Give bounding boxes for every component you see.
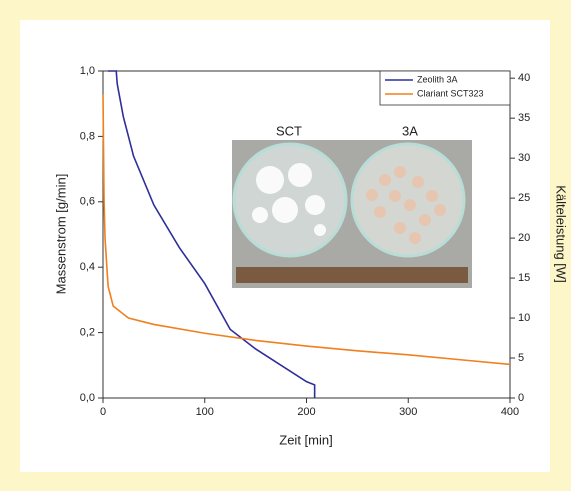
y2-tick-label: 15 [518,272,530,284]
x-tick-label: 200 [297,406,315,418]
y2-tick-label: 10 [518,312,530,324]
y-tick-label: 1,0 [80,65,95,77]
y-tick-label: 0,6 [80,196,95,208]
y-tick-label: 0,2 [80,327,95,339]
annotation: 3A [402,123,418,138]
x-axis-title: Zeit [min] [279,432,332,447]
y2-tick-label: 0 [518,392,524,404]
y-tick-label: 0,0 [80,392,95,404]
y2-tick-label: 40 [518,72,530,84]
y2-tick-label: 20 [518,232,530,244]
page: {"chart_data": {"type": "line", "xlabel"… [0,0,571,491]
x-tick-label: 0 [100,406,106,418]
y2-tick-label: 5 [518,352,524,364]
y2-tick-label: 35 [518,112,530,124]
y2-axis-title: Kälteleistung [W] [554,185,569,283]
chart: SCT 3A Zeit [min] Massenstrom [g/min] Kä… [0,0,571,491]
y-tick-label: 0,4 [80,261,95,273]
y-tick-label: 0,8 [80,130,95,142]
x-tick-label: 100 [196,406,214,418]
photo-inset [232,140,472,288]
annotation: SCT [276,123,302,138]
x-tick-label: 400 [501,406,519,418]
y-axis-title: Massenstrom [g/min] [53,174,68,295]
legend-label: Zeolith 3A [417,74,458,84]
y2-tick-label: 30 [518,152,530,164]
x-tick-label: 300 [399,406,417,418]
y2-tick-label: 25 [518,192,530,204]
legend-label: Clariant SCT323 [417,88,484,98]
